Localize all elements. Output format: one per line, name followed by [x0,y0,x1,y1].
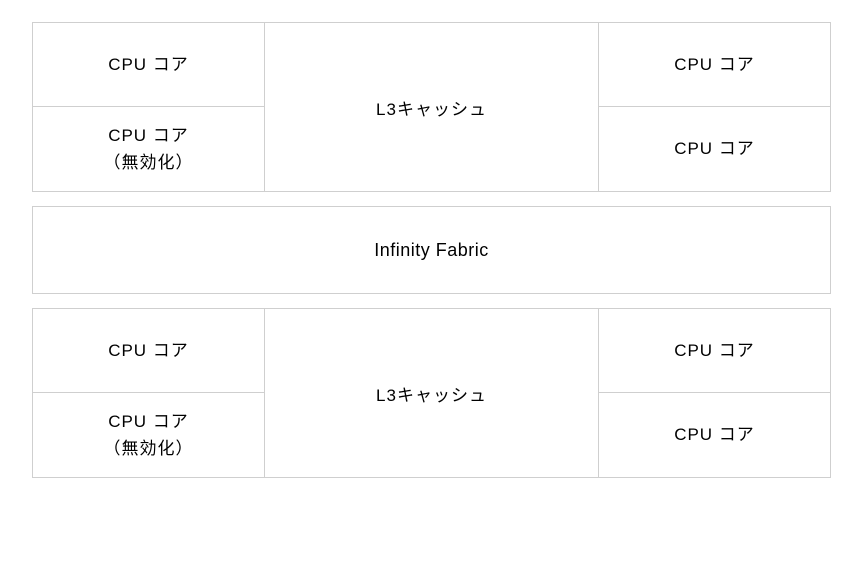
infinity-fabric: Infinity Fabric [32,206,831,294]
ccx1-left-core-column: CPU コア CPU コア （無効化） [33,309,265,477]
ccx0-left-core-column: CPU コア CPU コア （無効化） [33,23,265,191]
cpu-core-label: CPU コア [108,51,189,78]
cpu-core: CPU コア [598,393,830,477]
ccx0-right-core-column: CPU コア CPU コア [598,23,830,191]
cpu-core-label: CPU コア [108,408,189,435]
l3-cache-label: L3キャッシュ [376,95,487,120]
cpu-core: CPU コア [598,23,830,107]
cpu-core: CPU コア [598,309,830,393]
cpu-core-label: CPU コア [674,135,755,162]
cpu-core: CPU コア [33,309,265,393]
cpu-core-disabled: CPU コア （無効化） [33,107,265,191]
l3-cache-label: L3キャッシュ [376,381,487,406]
cpu-core-label: CPU コア [674,421,755,448]
cpu-core: CPU コア [33,23,265,107]
cpu-core-sublabel: （無効化） [104,149,194,176]
cpu-core-label: CPU コア [674,337,755,364]
ccx-block-1: CPU コア CPU コア （無効化） L3キャッシュ CPU コア CPU コ… [32,308,831,478]
cpu-core-sublabel: （無効化） [104,435,194,462]
l3-cache: L3キャッシュ [265,309,598,477]
cpu-core: CPU コア [598,107,830,191]
cpu-core-label: CPU コア [674,51,755,78]
cpu-core-disabled: CPU コア （無効化） [33,393,265,477]
cpu-core-label: CPU コア [108,122,189,149]
l3-cache: L3キャッシュ [265,23,598,191]
ccx1-right-core-column: CPU コア CPU コア [598,309,830,477]
ccx-block-0: CPU コア CPU コア （無効化） L3キャッシュ CPU コア CPU コ… [32,22,831,192]
infinity-fabric-label: Infinity Fabric [374,240,489,261]
cpu-core-label: CPU コア [108,337,189,364]
